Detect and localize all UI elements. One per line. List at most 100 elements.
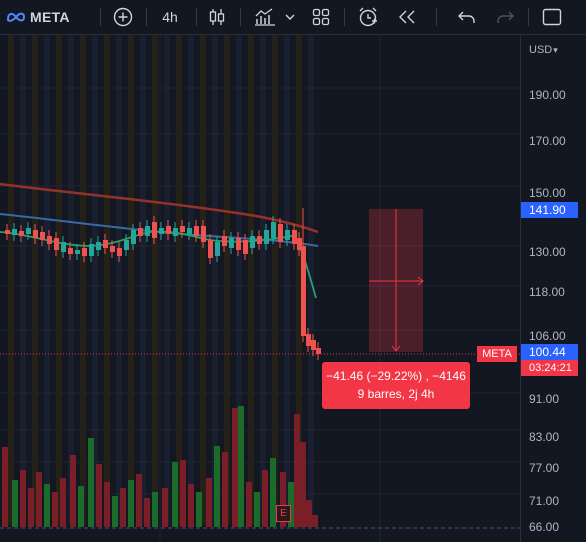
price-tick-label: 150.00 bbox=[529, 186, 566, 200]
toolbar-separator bbox=[528, 8, 529, 26]
rewind-icon bbox=[399, 10, 415, 24]
interval-label: 4h bbox=[162, 9, 178, 25]
plus-circle-icon bbox=[113, 7, 133, 27]
session-stripe bbox=[164, 35, 170, 525]
session-stripe bbox=[68, 35, 74, 525]
add-symbol-button[interactable] bbox=[110, 5, 136, 29]
candle bbox=[285, 230, 290, 240]
volume-bar bbox=[162, 488, 168, 527]
chevron-down-icon: ▾ bbox=[553, 45, 558, 55]
candle bbox=[306, 334, 311, 346]
meta-logo-icon bbox=[6, 10, 26, 24]
volume-bar bbox=[52, 492, 58, 527]
session-stripe bbox=[44, 35, 50, 525]
chart-pane[interactable] bbox=[0, 35, 520, 542]
candle bbox=[40, 232, 45, 240]
chart-type-button[interactable] bbox=[206, 5, 228, 29]
volume-bar bbox=[12, 480, 18, 527]
alert-button[interactable] bbox=[354, 5, 382, 29]
session-stripe bbox=[116, 35, 122, 525]
volume-bar bbox=[270, 458, 276, 527]
earnings-marker[interactable]: E bbox=[276, 505, 291, 522]
volume-bar bbox=[306, 500, 312, 527]
candle bbox=[117, 248, 122, 256]
session-stripe bbox=[224, 35, 230, 525]
price-tick-label: 71.00 bbox=[529, 494, 560, 508]
redo-icon bbox=[497, 11, 514, 23]
session-stripe bbox=[20, 35, 26, 525]
candle bbox=[5, 230, 10, 234]
indicators-button[interactable] bbox=[250, 5, 280, 29]
candle bbox=[19, 231, 24, 236]
candle bbox=[180, 226, 185, 232]
candle bbox=[250, 236, 255, 248]
grid-layout-icon bbox=[312, 8, 330, 26]
price-tick-label: 91.00 bbox=[529, 392, 560, 406]
candle bbox=[292, 230, 297, 244]
candle bbox=[311, 340, 316, 350]
session-stripe bbox=[200, 35, 206, 525]
price-tick-label: 66.00 bbox=[529, 520, 560, 534]
fullscreen-button[interactable] bbox=[540, 5, 564, 29]
volume-bar bbox=[152, 492, 158, 527]
session-stripe bbox=[8, 35, 14, 525]
symbol-search[interactable]: META bbox=[6, 5, 86, 29]
volume-bar bbox=[36, 472, 42, 527]
candle bbox=[47, 236, 52, 244]
price-chart[interactable] bbox=[0, 35, 520, 542]
candle bbox=[96, 242, 101, 250]
volume-bar bbox=[262, 470, 268, 527]
price-tick-label: 106.00 bbox=[529, 329, 566, 343]
candle bbox=[12, 229, 17, 235]
candle bbox=[243, 240, 248, 254]
interval-button[interactable]: 4h bbox=[154, 5, 186, 29]
ma-long-line bbox=[0, 182, 319, 234]
volume-bar bbox=[78, 486, 84, 527]
volume-bar bbox=[44, 484, 50, 527]
top-toolbar: META 4h bbox=[0, 0, 586, 35]
session-stripe bbox=[32, 35, 38, 525]
price-tick-label: 170.00 bbox=[529, 134, 566, 148]
layout-button[interactable] bbox=[308, 5, 334, 29]
volume-bar bbox=[196, 492, 202, 527]
volume-bar bbox=[300, 442, 306, 527]
candle bbox=[145, 226, 150, 236]
price-scale[interactable]: USD▾ 190.00 170.00 150.00 130.00 118.00 106.0… bbox=[520, 35, 586, 542]
undo-icon bbox=[458, 11, 475, 23]
price-tick-label: 77.00 bbox=[529, 461, 560, 475]
candle bbox=[215, 242, 220, 256]
candle bbox=[159, 228, 164, 234]
candle bbox=[138, 228, 143, 236]
volume-bar bbox=[288, 482, 294, 527]
volume-bar bbox=[246, 482, 252, 527]
candle bbox=[166, 226, 171, 234]
toolbar-separator bbox=[344, 8, 345, 26]
undo-button[interactable] bbox=[454, 5, 480, 29]
volume-bar bbox=[88, 438, 94, 527]
candle bbox=[278, 224, 283, 242]
redo-button[interactable] bbox=[492, 5, 518, 29]
candle bbox=[103, 240, 108, 248]
candle bbox=[229, 238, 234, 248]
volume-bar bbox=[28, 488, 34, 527]
volume-bar bbox=[214, 446, 220, 527]
session-stripe bbox=[248, 35, 254, 525]
candle bbox=[316, 348, 321, 354]
price-tick-label: 118.00 bbox=[529, 285, 565, 299]
candle bbox=[208, 240, 213, 258]
session-stripe bbox=[56, 35, 62, 525]
indicators-dropdown[interactable] bbox=[282, 5, 298, 29]
volume-bar bbox=[232, 408, 238, 527]
session-stripe bbox=[296, 35, 302, 525]
measure-duration: 9 barres, 2j 4h bbox=[357, 387, 435, 401]
session-stripe bbox=[284, 35, 290, 525]
indicators-icon bbox=[255, 8, 275, 26]
volume-bar bbox=[2, 447, 8, 527]
volume-bar bbox=[136, 474, 142, 527]
replay-button[interactable] bbox=[394, 5, 420, 29]
volume-bar bbox=[280, 472, 286, 527]
candle bbox=[110, 246, 115, 252]
session-stripe bbox=[128, 35, 134, 525]
volume-bar bbox=[294, 414, 300, 527]
currency-label[interactable]: USD▾ bbox=[529, 44, 558, 56]
